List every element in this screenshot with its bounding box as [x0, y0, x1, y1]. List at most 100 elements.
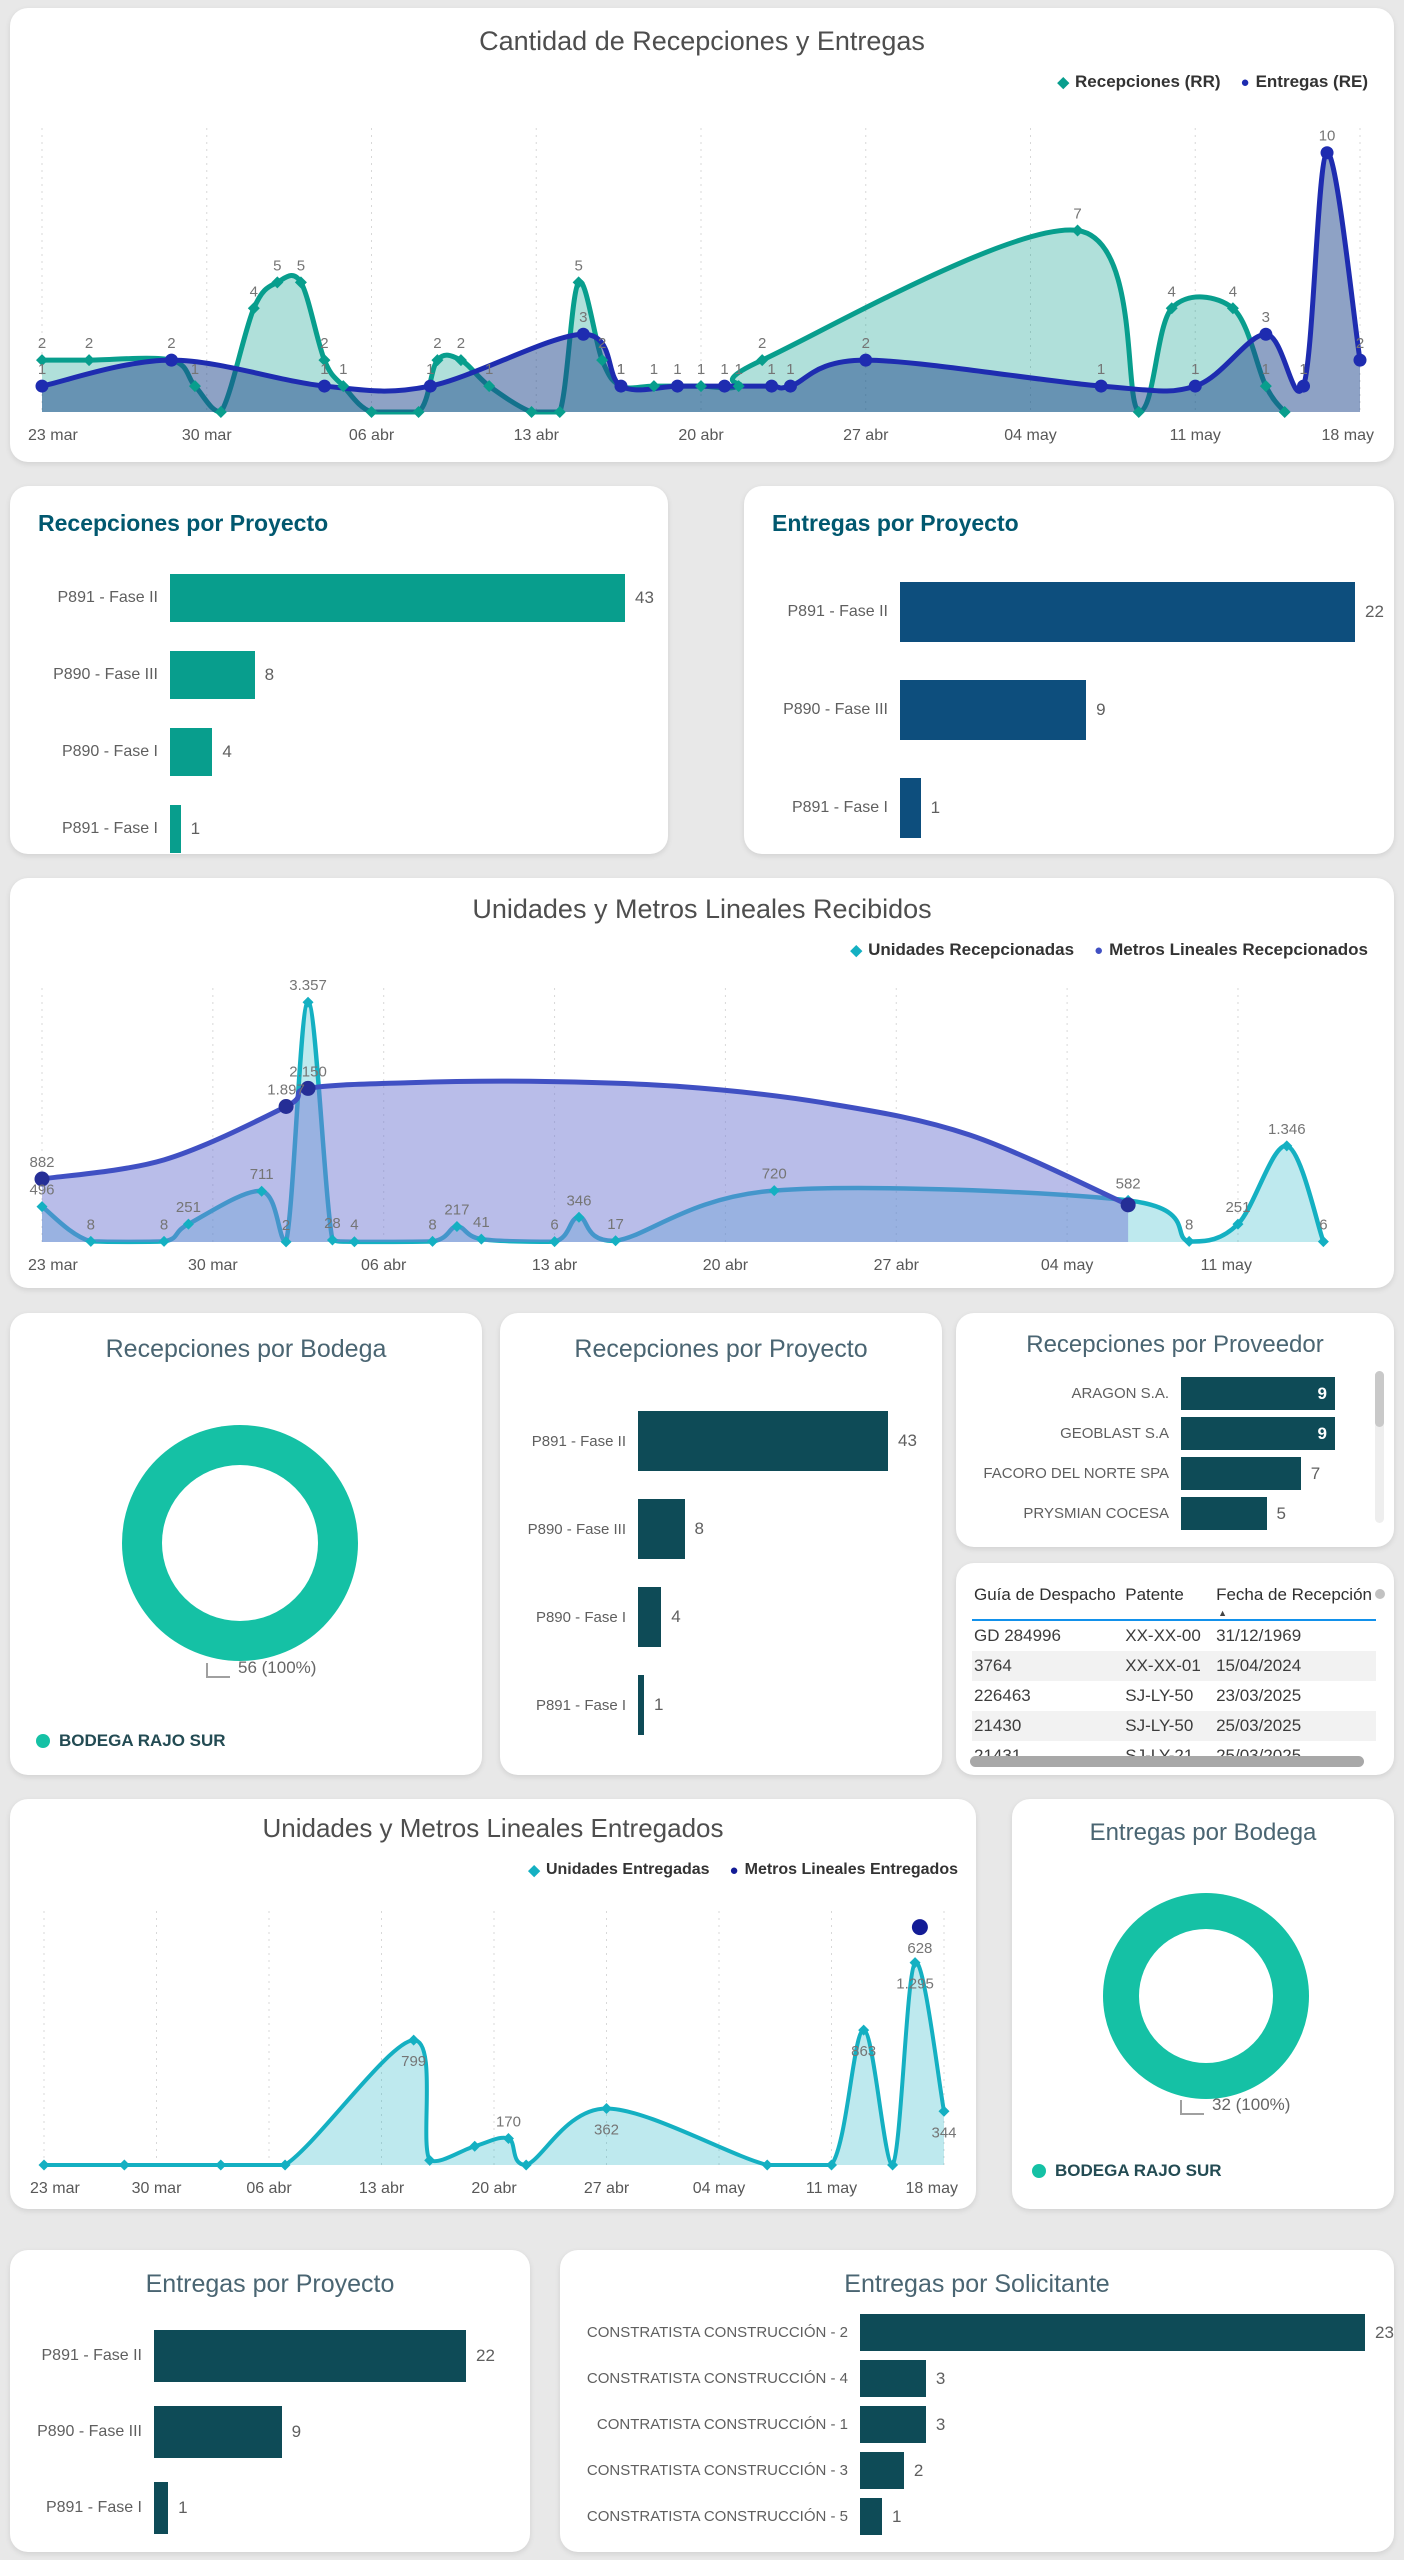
- data-point[interactable]: [118, 2159, 130, 2171]
- data-point[interactable]: [280, 1236, 292, 1248]
- data-point[interactable]: [1132, 406, 1145, 418]
- data-point[interactable]: [1165, 302, 1178, 315]
- legend-item-metros[interactable]: ● Metros Lineales Recepcionados: [1094, 940, 1368, 960]
- data-point[interactable]: [36, 354, 48, 367]
- scrollbar-dot[interactable]: [1375, 1589, 1385, 1599]
- data-point[interactable]: [475, 1233, 487, 1245]
- bar[interactable]: [1181, 1457, 1301, 1490]
- bar[interactable]: [860, 2314, 1365, 2351]
- data-point[interactable]: [1353, 353, 1367, 367]
- data-point[interactable]: [318, 354, 331, 367]
- data-point[interactable]: [451, 1221, 463, 1232]
- data-point[interactable]: [85, 1235, 97, 1247]
- table-row[interactable]: 226463 SJ-LY-50 23/03/2025: [972, 1681, 1376, 1711]
- bar[interactable]: [638, 1587, 662, 1647]
- legend-item-recepciones[interactable]: ◆ Recepciones (RR): [1057, 72, 1220, 92]
- bar[interactable]: [638, 1675, 644, 1735]
- data-point[interactable]: [271, 276, 284, 289]
- bar[interactable]: [860, 2360, 926, 2397]
- data-point[interactable]: [427, 1235, 439, 1247]
- data-point[interactable]: [1317, 1236, 1329, 1248]
- bar[interactable]: [638, 1411, 888, 1471]
- data-point[interactable]: [601, 2102, 612, 2114]
- data-point[interactable]: [1232, 1218, 1244, 1230]
- bar[interactable]: [860, 2452, 904, 2489]
- donut-legend[interactable]: BODEGA RAJO SUR: [1032, 2161, 1222, 2181]
- data-point[interactable]: [732, 380, 745, 393]
- data-point[interactable]: [761, 2159, 773, 2171]
- data-point[interactable]: [279, 2159, 291, 2171]
- bar[interactable]: [170, 574, 625, 622]
- data-point[interactable]: [783, 379, 797, 393]
- donut-chart[interactable]: [122, 1425, 358, 1661]
- data-point[interactable]: [1297, 379, 1311, 393]
- data-point[interactable]: [768, 1185, 780, 1197]
- bar[interactable]: 9: [1181, 1377, 1335, 1410]
- table-row[interactable]: GD 284996 XX-XX-00 31/12/1969: [972, 1620, 1376, 1651]
- data-point[interactable]: [454, 354, 467, 367]
- data-point[interactable]: [408, 2034, 420, 2046]
- donut-chart[interactable]: [1103, 1893, 1309, 2099]
- bar[interactable]: [154, 2482, 169, 2534]
- data-point[interactable]: [1183, 1235, 1195, 1247]
- data-point[interactable]: [887, 2159, 899, 2171]
- column-header-guia[interactable]: Guía de Despacho: [972, 1577, 1124, 1621]
- data-point[interactable]: [36, 1201, 48, 1213]
- data-point[interactable]: [317, 379, 331, 393]
- table-row[interactable]: 21430 SJ-LY-50 25/03/2025: [972, 1711, 1376, 1741]
- column-header-patente[interactable]: Patente: [1123, 1577, 1215, 1621]
- data-point[interactable]: [596, 354, 609, 367]
- bar[interactable]: [638, 1499, 685, 1559]
- bar[interactable]: [1181, 1497, 1267, 1530]
- line-area-chart[interactable]: 23 mar 30 mar 06 abr 13 abr 20 abr 27 abr 04 m…: [14, 112, 1388, 456]
- bar[interactable]: [170, 651, 255, 699]
- data-point[interactable]: [502, 2132, 514, 2144]
- legend-item-metros-entregados[interactable]: ● Metros Lineales Entregados: [730, 1861, 958, 1879]
- data-point[interactable]: [35, 379, 49, 393]
- data-point[interactable]: [765, 379, 779, 393]
- donut-legend[interactable]: BODEGA RAJO SUR: [36, 1731, 226, 1751]
- legend-item-unidades[interactable]: ◆ Unidades Recepcionadas: [851, 940, 1075, 960]
- data-point[interactable]: [858, 2024, 870, 2036]
- data-point[interactable]: [34, 1171, 50, 1187]
- data-point[interactable]: [1320, 146, 1334, 160]
- data-point[interactable]: [1094, 379, 1108, 393]
- bar[interactable]: [900, 778, 921, 838]
- data-point[interactable]: [525, 406, 538, 418]
- data-point[interactable]: [756, 354, 769, 367]
- data-point[interactable]: [365, 406, 378, 418]
- data-point[interactable]: [718, 379, 732, 393]
- data-point[interactable]: [1278, 406, 1291, 418]
- data-point[interactable]: [647, 380, 660, 393]
- data-point[interactable]: [326, 1234, 338, 1246]
- data-point[interactable]: [302, 996, 314, 1008]
- data-point[interactable]: [424, 2154, 436, 2166]
- horizontal-scrollbar[interactable]: [970, 1756, 1364, 1767]
- legend-item-unidades-entregadas[interactable]: ◆ Unidades Entregadas: [528, 1861, 709, 1879]
- data-point[interactable]: [573, 1211, 585, 1223]
- data-point[interactable]: [911, 1919, 928, 1936]
- data-point[interactable]: [158, 1235, 170, 1247]
- data-point[interactable]: [188, 380, 201, 393]
- data-point[interactable]: [938, 2105, 950, 2117]
- bar[interactable]: [170, 728, 213, 776]
- data-point[interactable]: [572, 276, 585, 289]
- column-header-fecha[interactable]: Fecha de Recepción ▲: [1214, 1577, 1376, 1621]
- table-row[interactable]: 3764 XX-XX-01 15/04/2024: [972, 1651, 1376, 1681]
- bar[interactable]: [170, 805, 181, 853]
- data-point[interactable]: [826, 2159, 837, 2171]
- legend-item-entregas[interactable]: ● Entregas (RE): [1241, 72, 1368, 92]
- line-area-chart[interactable]: 23 mar 30 mar 06 abr 13 abr 20 abr 27 abr 04 m…: [14, 1893, 970, 2205]
- data-point[interactable]: [859, 353, 873, 367]
- data-point[interactable]: [1259, 327, 1273, 341]
- vertical-scrollbar[interactable]: [1375, 1371, 1384, 1523]
- bar[interactable]: [900, 582, 1355, 642]
- data-point[interactable]: [294, 276, 307, 289]
- data-point[interactable]: [576, 327, 590, 341]
- data-point[interactable]: [215, 2159, 227, 2171]
- data-point[interactable]: [1259, 380, 1272, 393]
- data-point[interactable]: [483, 380, 496, 393]
- data-point[interactable]: [1071, 224, 1084, 237]
- data-point[interactable]: [1281, 1140, 1293, 1152]
- data-point[interactable]: [182, 1218, 194, 1230]
